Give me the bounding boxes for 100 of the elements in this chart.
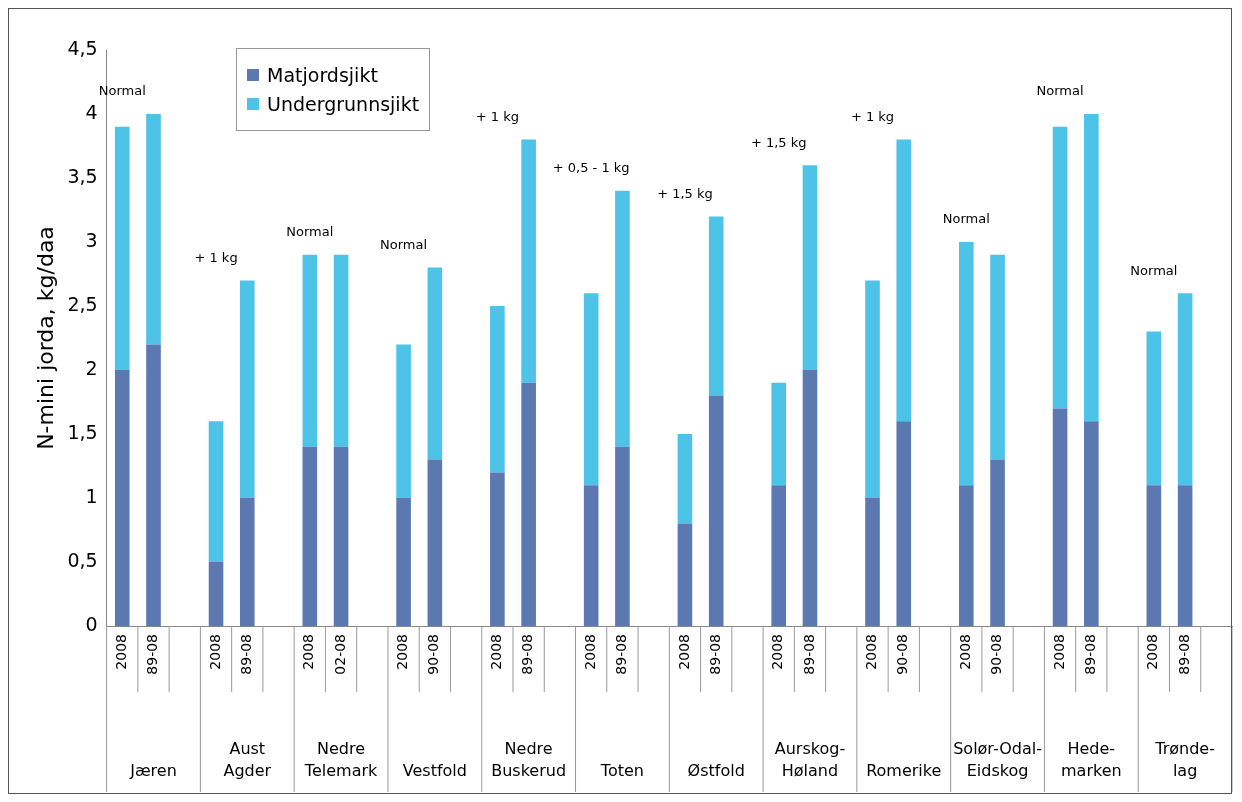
y-tick-label: 3,5 <box>67 164 98 187</box>
y-tick-label: 4,5 <box>67 36 98 59</box>
text: Vestfold <box>402 761 467 781</box>
y-tick-label: 3 <box>85 228 98 251</box>
annotation: + 1,5 kg <box>657 185 713 201</box>
annotation: Normal <box>942 211 990 227</box>
bar <box>677 434 693 524</box>
bar <box>865 280 880 498</box>
x-tick-label: 89-08 <box>613 634 630 675</box>
bar <box>302 446 318 626</box>
x-tick-label: 89-08 <box>800 634 817 675</box>
bar <box>1177 293 1193 486</box>
bar <box>583 485 599 626</box>
bar <box>771 485 787 626</box>
annotation: Normal <box>380 236 428 252</box>
x-tick-label: 90-08 <box>894 634 911 675</box>
bar <box>146 114 161 345</box>
bar <box>1052 126 1068 409</box>
text: Nedre Telemark <box>303 739 379 781</box>
y-tick-label: 4 <box>85 100 98 123</box>
y-tick-label: 0,5 <box>67 548 98 571</box>
x-tick-label: 2008 <box>300 634 317 670</box>
bar <box>1052 408 1068 626</box>
x-tick-label: 2008 <box>581 634 598 670</box>
bar <box>583 293 599 486</box>
x-tick-label: 89-08 <box>1175 634 1192 675</box>
bar <box>958 242 974 486</box>
bar <box>615 190 630 447</box>
x-tick-label: 2008 <box>206 634 223 670</box>
annotation: + 1 kg <box>475 108 519 124</box>
bar <box>302 254 318 447</box>
bar <box>490 472 505 626</box>
bar <box>146 344 161 626</box>
y-tick-label: 1 <box>85 484 98 507</box>
annotation: Normal <box>1130 262 1178 278</box>
x-tick-label: 2008 <box>112 634 129 670</box>
text: Nedre Buskerud <box>491 739 567 781</box>
legend-label: Matjordsjikt <box>267 64 378 86</box>
x-tick-label: 2008 <box>675 634 692 670</box>
x-tick-label: 2008 <box>769 634 786 670</box>
bar <box>1084 421 1099 626</box>
bar <box>802 370 818 626</box>
text: Trønde- lag <box>1154 739 1215 781</box>
bar <box>208 562 224 626</box>
bar <box>677 523 693 626</box>
bar <box>771 382 787 486</box>
text: Jæren <box>129 761 177 781</box>
x-tick-label: 89-08 <box>1081 634 1098 675</box>
bar <box>896 139 912 422</box>
bar <box>490 306 505 473</box>
annotation: Normal <box>98 83 146 99</box>
x-tick-label: 2008 <box>1144 634 1161 670</box>
y-tick-label: 0 <box>85 612 98 635</box>
bar <box>990 254 1005 460</box>
bar <box>896 421 912 626</box>
bar <box>239 280 255 498</box>
y-axis-title: N-mini jorda, kg/daa <box>32 226 58 450</box>
legend-label: Undergrunnsjikt <box>267 93 420 115</box>
bar <box>396 498 411 626</box>
x-tick-label: 2008 <box>1050 634 1067 670</box>
bar <box>333 254 349 447</box>
x-tick-label: 89-08 <box>144 634 161 675</box>
text: Aurskog- Høland <box>774 739 846 781</box>
x-tick-label: 2008 <box>863 634 880 670</box>
y-tick-label: 1,5 <box>67 420 98 443</box>
bar <box>708 216 724 396</box>
bar <box>114 126 130 370</box>
annotation: + 1 kg <box>194 249 238 265</box>
text: Solør-Odal- Eidskog <box>953 739 1042 781</box>
x-tick-label: 2008 <box>394 634 411 670</box>
x-tick-label: 89-08 <box>237 634 254 675</box>
bar <box>1146 331 1162 486</box>
bar <box>396 344 411 498</box>
text: Aust Agder <box>223 739 272 781</box>
annotation: + 1 kg <box>850 108 895 124</box>
bar <box>1177 485 1193 626</box>
bar <box>802 165 818 370</box>
bar <box>958 485 974 626</box>
text: Toten <box>599 761 644 781</box>
annotation: Normal <box>1036 83 1084 99</box>
bar <box>615 446 630 626</box>
x-tick-label: 90-08 <box>988 634 1005 675</box>
bar <box>865 498 880 626</box>
y-tick-label: 2 <box>85 356 98 379</box>
x-tick-label: 2008 <box>956 634 973 670</box>
bar <box>427 267 443 460</box>
annotation: + 1,5 kg <box>750 134 807 150</box>
x-tick-label: 90-08 <box>425 634 442 675</box>
bar <box>521 382 536 626</box>
bar <box>114 370 130 626</box>
bar <box>208 421 224 562</box>
text: Romerike <box>866 761 942 781</box>
bar <box>333 446 349 626</box>
y-tick-label: 2,5 <box>67 292 98 315</box>
text: Hede- marken <box>1061 739 1122 781</box>
bar <box>708 395 724 626</box>
bar <box>1146 485 1162 626</box>
x-tick-label: 89-08 <box>519 634 536 675</box>
bar <box>990 459 1005 626</box>
bar <box>1084 114 1099 422</box>
